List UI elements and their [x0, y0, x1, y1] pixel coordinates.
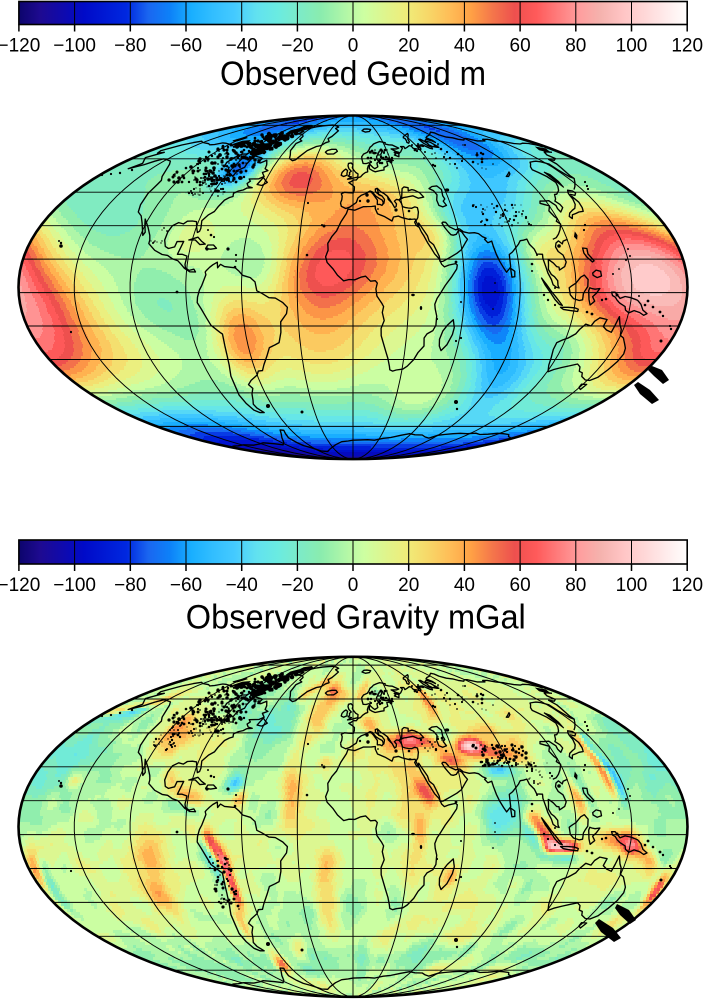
svg-text:−120: −120 — [0, 575, 40, 596]
svg-text:0: 0 — [348, 575, 359, 596]
svg-text:−100: −100 — [53, 575, 96, 596]
svg-text:Observed Geoid m: Observed Geoid m — [220, 55, 486, 93]
svg-text:20: 20 — [398, 575, 419, 596]
svg-text:100: 100 — [616, 575, 648, 596]
svg-text:Observed Gravity mGal: Observed Gravity mGal — [186, 599, 526, 637]
svg-text:−40: −40 — [226, 36, 258, 57]
svg-text:−100: −100 — [53, 36, 96, 57]
svg-text:−80: −80 — [114, 36, 146, 57]
svg-text:120: 120 — [671, 575, 703, 596]
svg-text:80: 80 — [565, 575, 586, 596]
svg-text:−20: −20 — [281, 575, 313, 596]
svg-text:40: 40 — [454, 575, 475, 596]
svg-text:100: 100 — [616, 36, 648, 57]
svg-text:60: 60 — [510, 36, 531, 57]
svg-text:−80: −80 — [114, 575, 146, 596]
svg-text:80: 80 — [565, 36, 586, 57]
svg-text:60: 60 — [510, 575, 531, 596]
svg-text:0: 0 — [348, 36, 359, 57]
svg-text:−120: −120 — [0, 36, 40, 57]
svg-text:−20: −20 — [281, 36, 313, 57]
svg-text:−40: −40 — [226, 575, 258, 596]
svg-text:−60: −60 — [170, 575, 202, 596]
svg-text:20: 20 — [398, 36, 419, 57]
svg-text:−60: −60 — [170, 36, 202, 57]
svg-text:120: 120 — [671, 36, 703, 57]
svg-text:40: 40 — [454, 36, 475, 57]
